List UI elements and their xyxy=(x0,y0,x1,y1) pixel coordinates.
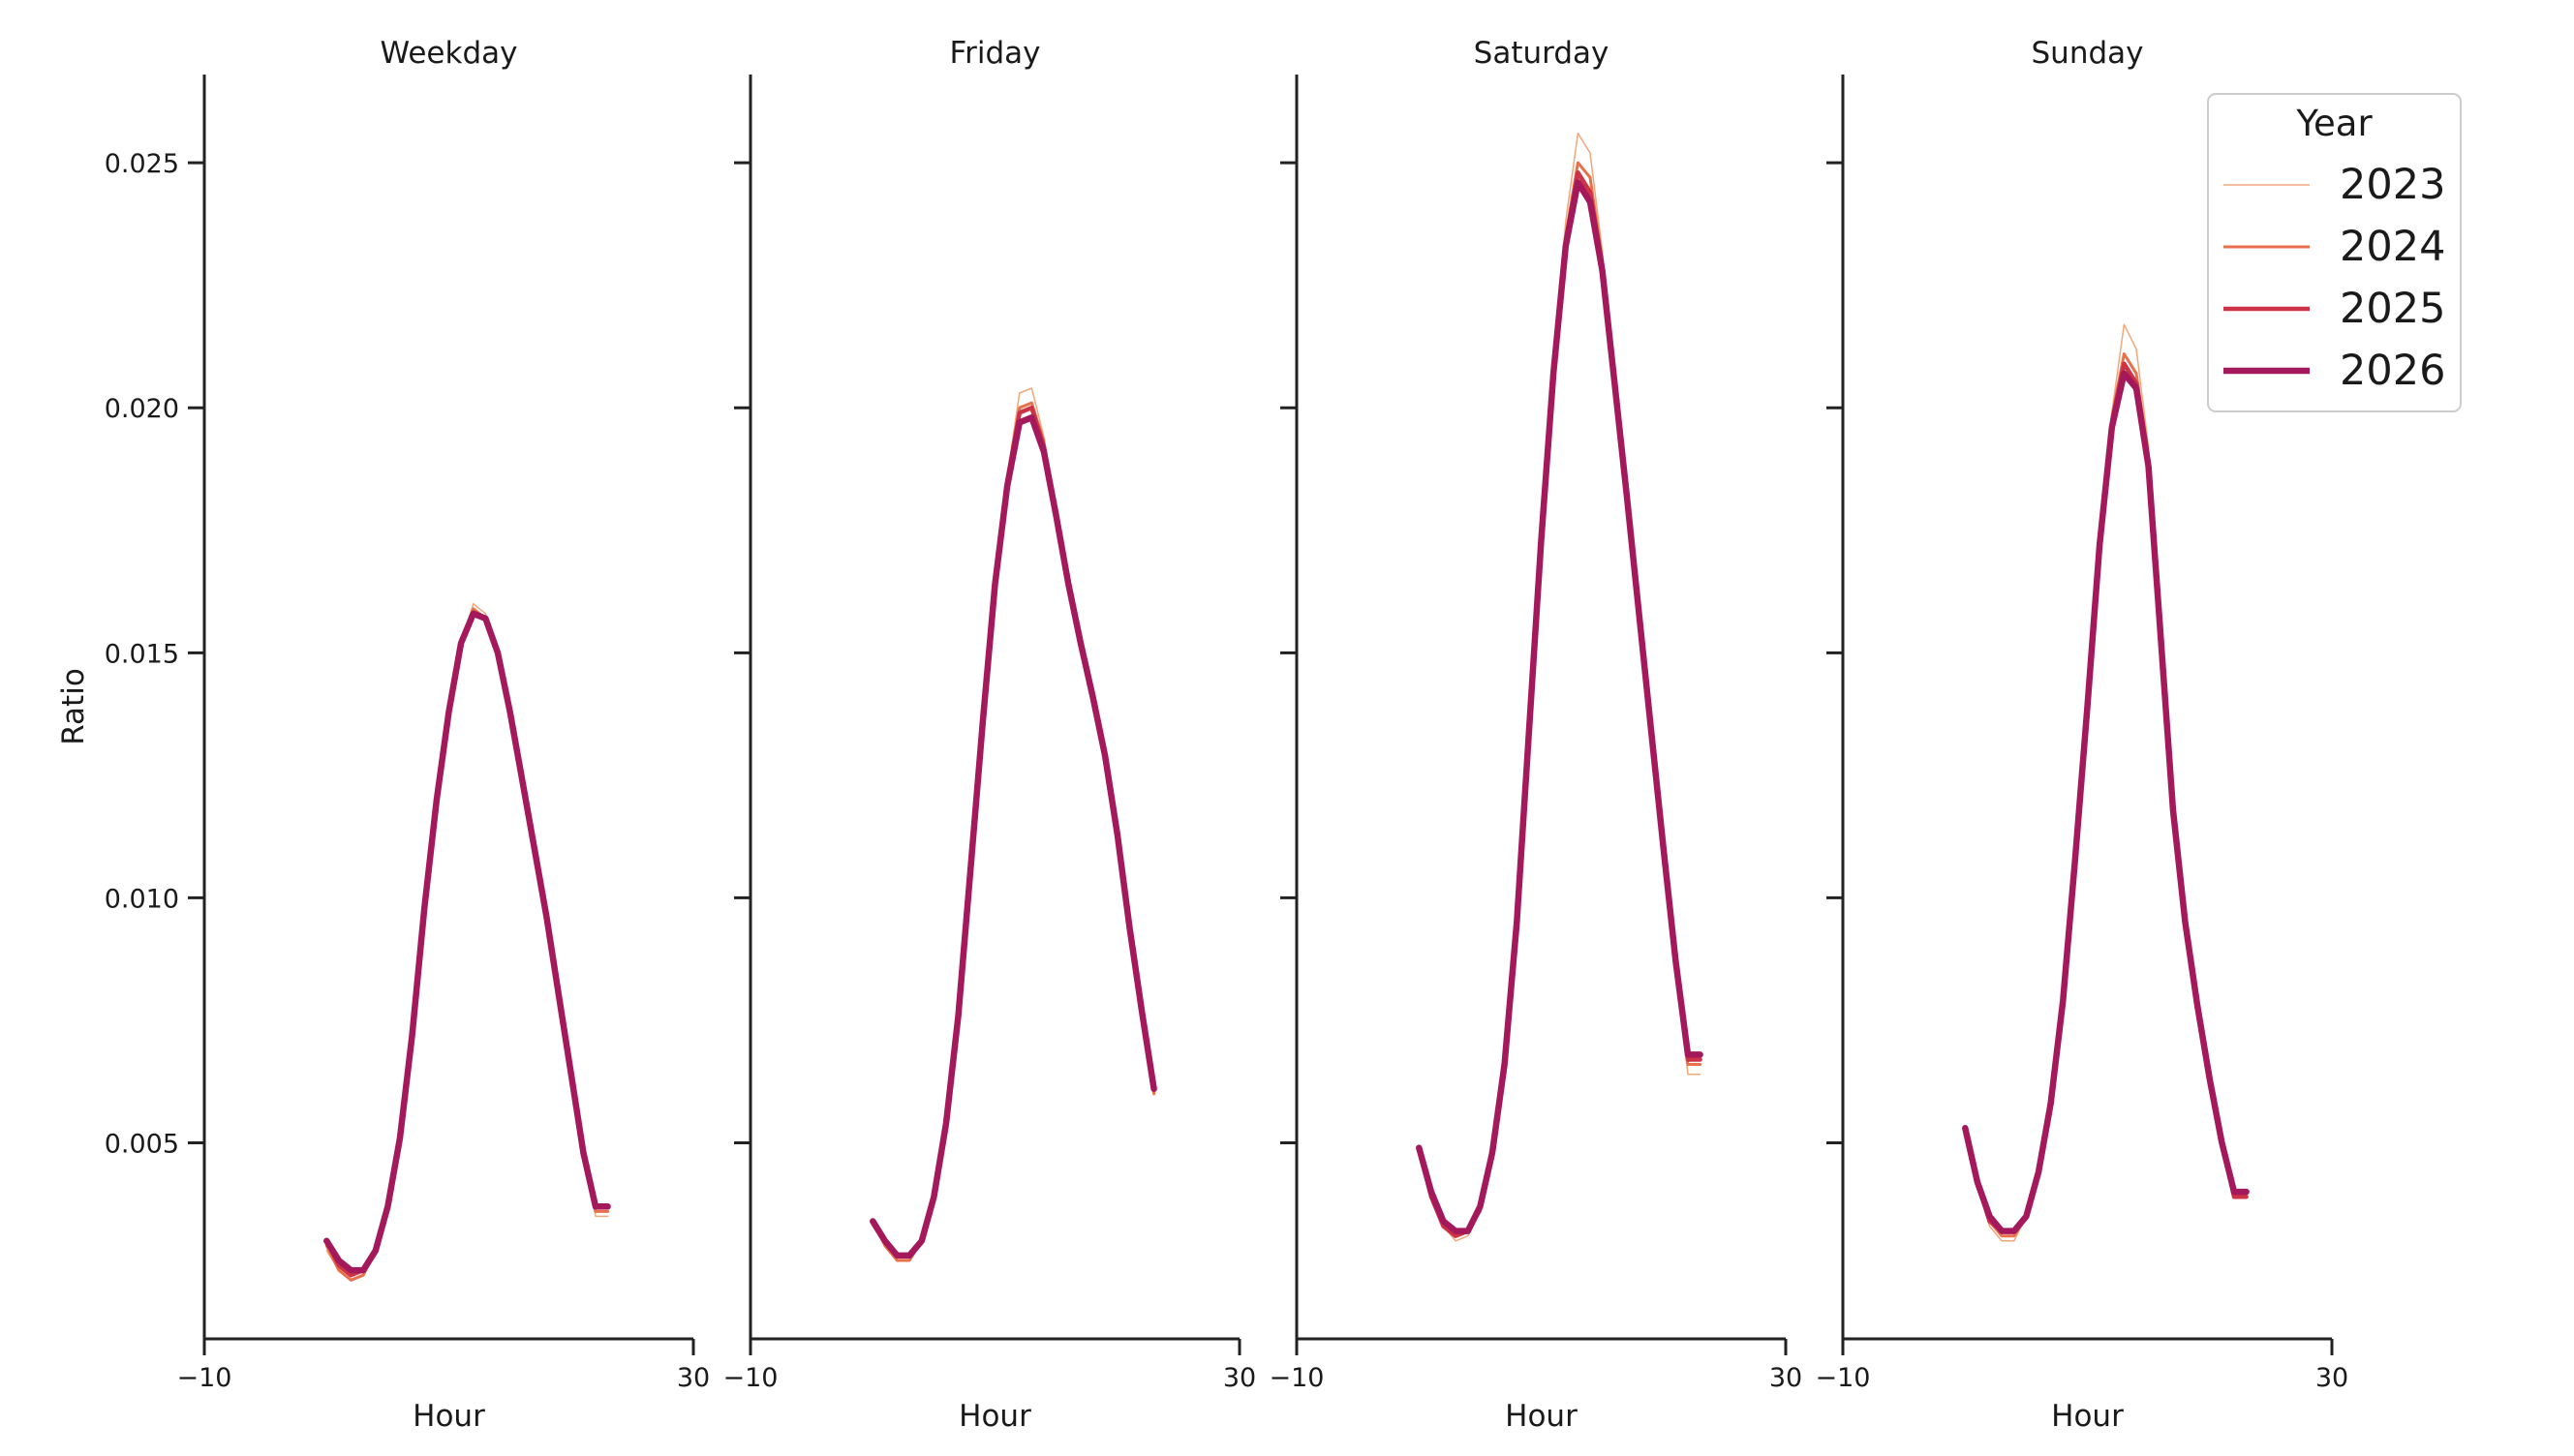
x-axis-label: Hour xyxy=(2051,1399,2124,1434)
x-tick-label: −10 xyxy=(723,1363,779,1393)
x-axis-label: Hour xyxy=(413,1399,485,1434)
y-tick-label: 0.005 xyxy=(105,1130,179,1160)
series-line-2026 xyxy=(1416,179,1703,1234)
y-tick-label: 0.020 xyxy=(105,394,179,424)
series-line-2024 xyxy=(324,607,610,1282)
y-tick-label: 0.015 xyxy=(105,639,179,669)
series-line-2026 xyxy=(323,610,611,1274)
x-axis-label: Hour xyxy=(1505,1399,1578,1434)
panel-weekday: Weekday 0.005 0.010 0.015 0.020 0.025 −10 30 Hou… xyxy=(105,36,710,1434)
legend-box xyxy=(2207,93,2462,412)
panel-title: Saturday xyxy=(1474,36,1609,71)
x-tick-label: 30 xyxy=(2315,1363,2348,1393)
x-tick-label: 30 xyxy=(1769,1363,1802,1393)
legend-title: Year xyxy=(2295,103,2373,144)
series-line-2026 xyxy=(1962,370,2250,1234)
x-tick-label: 30 xyxy=(1223,1363,1256,1393)
series-line-2023 xyxy=(872,387,1155,1261)
panel-title: Friday xyxy=(950,36,1041,71)
panel-title: Weekday xyxy=(381,36,518,71)
x-tick-label: −10 xyxy=(177,1363,232,1393)
x-tick-label: −10 xyxy=(1816,1363,1871,1393)
series-line-2025 xyxy=(871,405,1156,1259)
legend-label: 2026 xyxy=(2340,347,2445,395)
panel-saturday: Saturday −10 30 Hour xyxy=(1270,36,1803,1434)
legend-label: 2023 xyxy=(2340,161,2445,209)
panel-title: Sunday xyxy=(2032,36,2144,71)
x-axis-label: Hour xyxy=(959,1399,1031,1434)
x-tick-label: −10 xyxy=(1270,1363,1325,1393)
legend-label: 2024 xyxy=(2340,223,2445,271)
panel-friday: Friday −10 30 Hour xyxy=(723,36,1257,1434)
series-line-2023 xyxy=(325,602,609,1282)
panel-sunday: Sunday −10 30 Hour xyxy=(1816,36,2349,1434)
y-axis-label: Ratio xyxy=(56,668,91,745)
series-line-2026 xyxy=(870,414,1157,1259)
legend: Year 2023 2024 2025 2026 xyxy=(2207,93,2462,412)
y-tick-label: 0.010 xyxy=(105,884,179,914)
y-tick-label: 0.025 xyxy=(105,149,179,179)
series-line-2025 xyxy=(324,611,610,1278)
series-line-2024 xyxy=(871,401,1156,1262)
x-tick-label: 30 xyxy=(677,1363,710,1393)
legend-label: 2025 xyxy=(2340,285,2445,333)
